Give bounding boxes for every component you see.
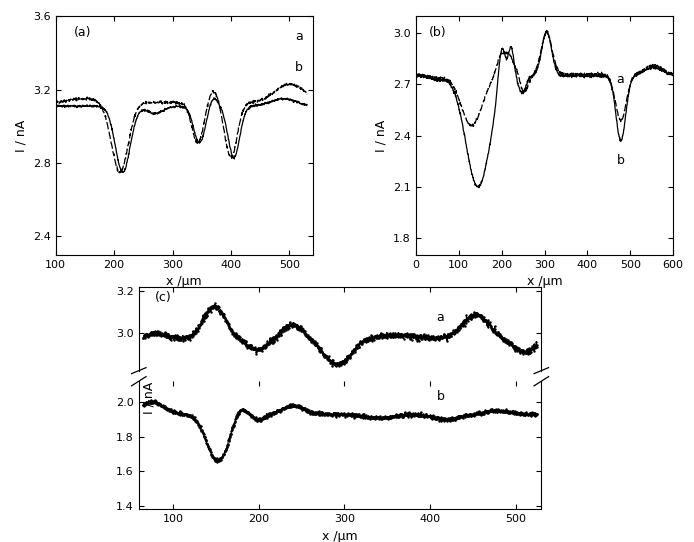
X-axis label: x /μm: x /μm — [322, 530, 358, 542]
Text: (c): (c) — [155, 291, 171, 304]
Text: b: b — [616, 154, 625, 167]
Text: I / nA: I / nA — [143, 382, 155, 415]
Y-axis label: I / nA: I / nA — [15, 119, 27, 152]
Text: a: a — [295, 30, 303, 43]
Text: a: a — [437, 311, 444, 324]
Text: b: b — [437, 390, 445, 403]
Text: a: a — [616, 73, 625, 86]
Y-axis label: I / nA: I / nA — [375, 119, 387, 152]
Text: (a): (a) — [74, 26, 91, 39]
Text: b: b — [295, 61, 303, 74]
X-axis label: x /μm: x /μm — [167, 275, 202, 288]
Text: (b): (b) — [429, 26, 446, 39]
X-axis label: x /μm: x /μm — [527, 275, 562, 288]
